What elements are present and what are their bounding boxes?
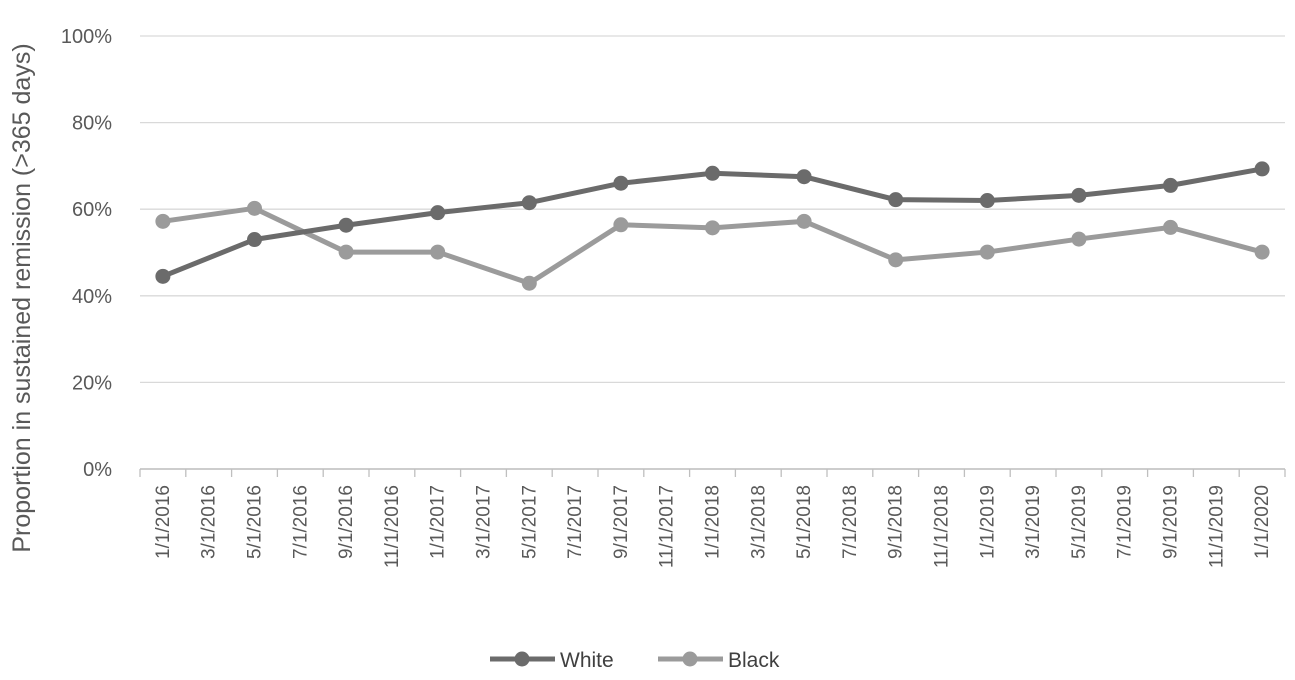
- x-tick-label: 5/1/2016: [245, 485, 266, 559]
- x-tick-label: 7/1/2017: [565, 485, 586, 559]
- x-tick-label: 5/1/2019: [1069, 485, 1090, 559]
- x-tick-label: 3/1/2017: [474, 485, 495, 559]
- y-tick-label: 20%: [72, 372, 112, 394]
- legend-item-white: White: [490, 649, 614, 672]
- x-tick-label: 9/1/2019: [1161, 485, 1182, 559]
- legend: White Black: [490, 649, 780, 672]
- series-white: [155, 161, 1270, 284]
- x-tick-label: 1/1/2017: [428, 485, 449, 559]
- data-point: [247, 232, 262, 248]
- x-tick-label: 11/1/2016: [382, 485, 403, 568]
- x-tick-label: 9/1/2016: [336, 485, 357, 559]
- x-tick-label: 3/1/2016: [199, 485, 220, 559]
- y-tick-label: 0%: [83, 459, 112, 481]
- data-point: [888, 192, 904, 208]
- y-tick-label: 60%: [72, 199, 112, 221]
- x-tick-label: 11/1/2017: [657, 485, 678, 568]
- series-lines: [155, 161, 1270, 291]
- legend-item-black: Black: [658, 649, 780, 672]
- data-point: [979, 193, 995, 209]
- y-tick-label: 80%: [72, 113, 112, 135]
- legend-swatch-marker: [682, 651, 698, 667]
- data-point: [979, 244, 995, 260]
- y-tick-label: 40%: [72, 286, 112, 308]
- data-point: [155, 213, 171, 229]
- x-tick-label: 1/1/2020: [1252, 485, 1273, 559]
- data-point: [888, 252, 904, 268]
- data-point: [338, 244, 354, 260]
- data-point: [1163, 219, 1178, 235]
- x-tick-label: 7/1/2019: [1115, 485, 1136, 559]
- legend-label: Black: [728, 649, 780, 672]
- data-point: [155, 268, 171, 284]
- series-line-black: [162, 205, 1263, 286]
- data-point: [613, 217, 629, 233]
- x-tick-label: 1/1/2019: [977, 485, 998, 559]
- data-point: [613, 175, 629, 191]
- x-tick-label: 5/1/2017: [519, 485, 540, 559]
- data-point: [521, 195, 537, 211]
- y-axis-label: Proportion in sustained remission (>365 …: [8, 43, 36, 552]
- data-point: [705, 165, 720, 181]
- y-axis-ticks: 0% 20% 40% 60% 80% 100%: [61, 26, 112, 481]
- y-tick-label: 100%: [61, 26, 112, 48]
- data-point: [796, 169, 812, 185]
- data-point: [796, 213, 812, 229]
- x-axis: 1/1/2016 3/1/2016 5/1/2016 7/1/2016 9/1/2016…: [139, 468, 1286, 568]
- x-tick-label: 9/1/2018: [886, 485, 907, 559]
- data-point: [1163, 177, 1178, 193]
- data-point: [247, 200, 262, 216]
- x-tick-label: 1/1/2016: [153, 485, 174, 559]
- x-tick-label: 11/1/2019: [1206, 485, 1227, 568]
- data-point: [430, 244, 446, 260]
- x-tick-label: 1/1/2018: [703, 485, 724, 559]
- data-point: [338, 217, 354, 233]
- legend-label: White: [560, 649, 614, 672]
- x-tick-label: 5/1/2018: [794, 485, 815, 559]
- x-tick-label: 7/1/2016: [290, 485, 311, 559]
- data-point: [1071, 187, 1087, 203]
- legend-swatch-marker: [514, 651, 530, 667]
- x-tick-label: 3/1/2018: [748, 485, 769, 559]
- data-point: [430, 205, 446, 221]
- series-black: [155, 200, 1270, 291]
- x-tick-label: 7/1/2018: [840, 485, 861, 559]
- data-point: [1071, 231, 1087, 247]
- x-tick-label: 3/1/2019: [1023, 485, 1044, 559]
- data-point: [705, 220, 720, 236]
- gridlines: [140, 35, 1285, 470]
- data-point: [1254, 244, 1270, 260]
- data-point: [1254, 161, 1270, 177]
- x-tick-label: 11/1/2018: [932, 485, 953, 568]
- x-tick-label: 9/1/2017: [611, 485, 632, 559]
- data-point: [521, 275, 537, 291]
